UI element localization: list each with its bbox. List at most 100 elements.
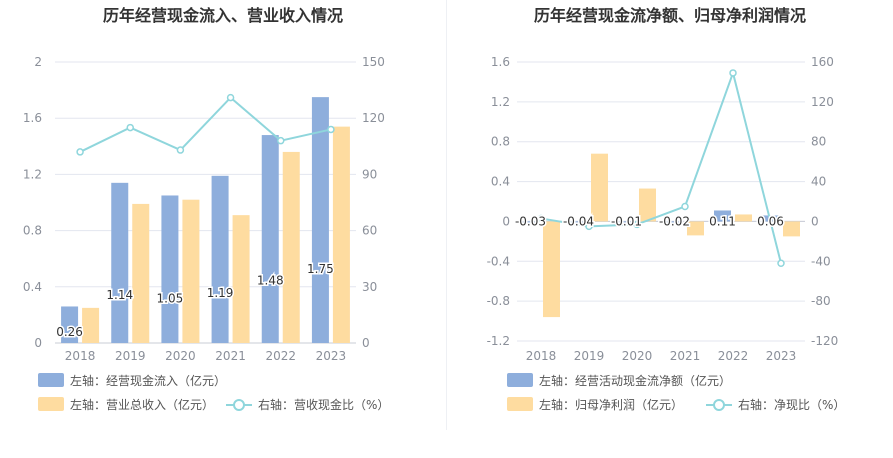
line-point: [226, 93, 235, 102]
right-axis-tick-label: 0: [362, 336, 370, 350]
line-point: [277, 136, 285, 145]
data-label: 1.05: [157, 292, 184, 306]
right-axis-tick-label: -120: [811, 334, 838, 348]
legend-label: 右轴：营收现金比（%）: [258, 397, 389, 412]
right-axis-tick-label: 150: [362, 55, 385, 69]
left-axis-tick-label: 0.4: [23, 280, 42, 294]
bar-secondary: [591, 153, 608, 222]
right-axis-tick-label: -40: [811, 254, 831, 268]
line-point: [76, 148, 84, 156]
legend-swatch-marker: [713, 399, 725, 411]
bar-secondary: [132, 203, 150, 343]
right-axis-tick-label: 120: [362, 111, 385, 125]
right-axis-tick-label: 120: [811, 95, 834, 109]
right-axis-tick-label: 160: [811, 55, 834, 69]
bar-secondary: [639, 188, 656, 222]
left-axis-tick-label: 1.6: [23, 111, 42, 125]
bar-secondary: [735, 214, 752, 222]
data-label: 0.26: [56, 325, 83, 339]
line-point: [176, 146, 185, 154]
left-axis-tick-label: 0.4: [491, 175, 510, 189]
left-axis-tick-label: 0.8: [23, 224, 42, 238]
left-axis-tick-label: 0: [502, 214, 510, 228]
legend-swatch-marker: [233, 399, 245, 411]
data-label: 1.14: [106, 288, 133, 302]
right-axis-tick-label: 0: [811, 214, 819, 228]
legend-swatch-secondary: [507, 397, 533, 411]
x-axis-tick-label: 2021: [215, 349, 246, 363]
bar-primary: [618, 221, 635, 223]
data-label: -0.04: [563, 214, 594, 228]
data-label: 0.06: [757, 214, 784, 228]
left-axis-tick-label: 1.6: [491, 55, 510, 69]
bar-primary: [211, 175, 229, 343]
x-axis-tick-label: 2018: [65, 349, 96, 363]
chart-title: 历年经营现金流入、营业收入情况: [103, 6, 343, 25]
chart-title: 历年经营现金流净额、归母净利润情况: [534, 6, 806, 25]
data-label: -0.03: [515, 214, 546, 228]
x-axis-tick-label: 2022: [718, 349, 749, 363]
bar-secondary: [282, 151, 300, 343]
line-point: [537, 214, 545, 223]
bar-secondary: [232, 215, 250, 343]
bar-secondary: [543, 221, 560, 318]
left-axis-tick-label: 2: [34, 55, 42, 69]
line-series: [79, 96, 332, 153]
bar-secondary: [182, 199, 200, 343]
bar-primary: [111, 182, 129, 343]
line-point: [633, 220, 641, 229]
data-label: -0.02: [659, 214, 690, 228]
left-axis-tick-label: -1.2: [487, 334, 510, 348]
x-axis-tick-label: 2023: [766, 349, 797, 363]
data-label: -0.01: [611, 214, 642, 228]
left-axis-tick-label: 0: [34, 336, 42, 350]
x-axis-tick-label: 2022: [265, 349, 296, 363]
legend-label: 左轴：营业总收入（亿元）: [70, 397, 214, 412]
x-axis-tick-label: 2019: [574, 349, 605, 363]
line-point: [777, 259, 785, 268]
x-axis-tick-label: 2023: [316, 349, 347, 363]
bar-primary: [61, 306, 79, 343]
data-label: 1.75: [307, 262, 334, 276]
right-axis-tick-label: 60: [362, 224, 377, 238]
bar-primary: [311, 97, 329, 343]
x-axis-tick-label: 2020: [165, 349, 196, 363]
x-axis-tick-label: 2021: [670, 349, 701, 363]
bar-primary: [522, 221, 539, 225]
net-cashflow-profit-chart: 历年经营现金流净额、归母净利润情况 -1.2 -120 -0.8 -80 -0.4 -40 0…: [487, 6, 846, 412]
legend-label: 左轴：经营活动现金流净额（亿元）: [539, 373, 731, 388]
line-point: [681, 202, 689, 211]
x-axis-tick-label: 2020: [622, 349, 653, 363]
line-series: [540, 69, 782, 264]
legend-label: 左轴：归母净利润（亿元）: [539, 397, 683, 412]
bar-secondary: [332, 126, 350, 343]
line-point: [327, 125, 335, 134]
right-axis-tick-label: 30: [362, 280, 377, 294]
legend-swatch-primary: [38, 373, 64, 387]
bar-primary: [161, 195, 179, 343]
data-label: 1.48: [257, 274, 284, 288]
bottom-band: [0, 430, 893, 458]
left-axis-tick-label: 1.2: [491, 95, 510, 109]
bar-primary: [570, 221, 587, 226]
right-axis-tick-label: 40: [811, 175, 826, 189]
legend-swatch-primary: [507, 373, 533, 387]
bar-primary: [261, 135, 279, 343]
line-point: [126, 123, 134, 132]
panel-divider: [446, 0, 447, 430]
cash-inflow-revenue-chart: 历年经营现金流入、营业收入情况 0 0 0.4 30 0.8 60 1.2 90 1.6 120 2 1…: [23, 6, 390, 412]
x-axis-tick-label: 2019: [115, 349, 146, 363]
left-axis-tick-label: 0.8: [491, 135, 510, 149]
right-axis-tick-label: 90: [362, 167, 377, 181]
bar-primary: [714, 210, 731, 222]
line-point: [585, 222, 593, 231]
left-axis-tick-label: -0.4: [487, 254, 510, 268]
x-axis-tick-label: 2018: [526, 349, 557, 363]
bar-secondary: [687, 221, 704, 236]
right-axis-tick-label: 80: [811, 135, 826, 149]
bar-secondary: [82, 307, 100, 343]
legend-label: 右轴：净现比（%）: [738, 397, 845, 412]
data-label: 0.11: [709, 214, 736, 228]
left-axis-tick-label: -0.8: [487, 294, 510, 308]
